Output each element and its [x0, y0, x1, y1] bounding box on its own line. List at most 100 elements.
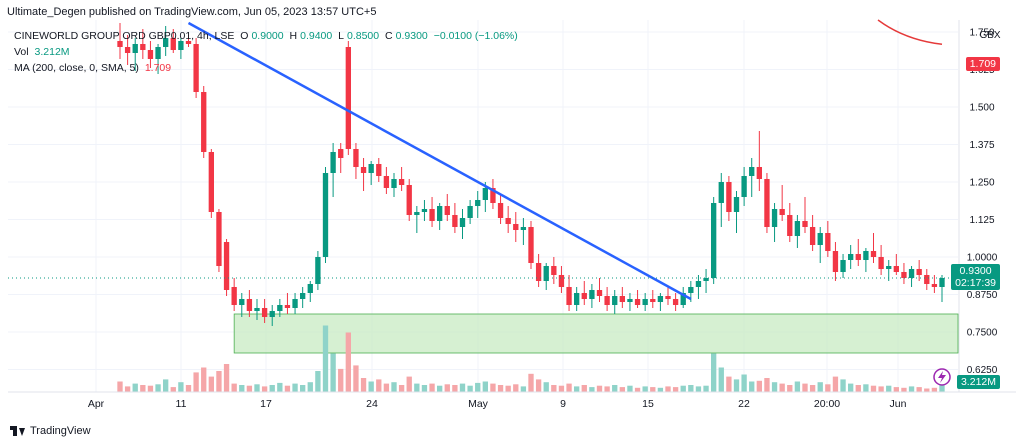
price-tick-label: 1.375 [969, 140, 994, 151]
price-tick-label: 1.500 [969, 103, 994, 114]
candle-body [170, 38, 176, 50]
candle-body [459, 218, 466, 227]
volume-bar [916, 387, 922, 392]
tradingview-footer[interactable]: TradingView [10, 425, 91, 437]
candle-body [741, 176, 747, 197]
candle-body [452, 215, 458, 227]
candle-body [764, 179, 770, 227]
candle-body [155, 47, 161, 59]
volume-bar [482, 381, 488, 392]
volume-bar [809, 385, 816, 392]
publisher-line: Ultimate_Degen published on TradingView.… [7, 6, 377, 18]
volume-bar [284, 385, 291, 392]
candle-body [520, 227, 527, 230]
volume-bars [117, 325, 945, 392]
volume-bar [878, 386, 884, 392]
price-tick-label: 1.125 [969, 215, 994, 226]
time-tick-label: 9 [560, 398, 566, 410]
candle-body [421, 209, 428, 212]
open-label: O [240, 30, 249, 42]
candle-body [787, 215, 793, 236]
volume-bar [558, 385, 565, 392]
candle-body [604, 296, 610, 305]
time-tick-label: 17 [260, 398, 272, 410]
volume-bar [855, 385, 861, 392]
volume-bar [505, 385, 511, 392]
ma-legend: MA (200, close, 0, SMA, 5) 1.709 [14, 62, 174, 74]
volume-bar [695, 386, 702, 392]
candle-body [300, 293, 306, 299]
candle-body [779, 209, 785, 215]
volume-bar [741, 374, 747, 392]
last-price-badge: 0.9300 02:17:39 [951, 264, 1000, 290]
volume-bar [254, 384, 260, 392]
volume-bar [863, 384, 869, 392]
candle-body [657, 296, 664, 302]
time-tick-label: 24 [366, 398, 378, 410]
volume-bar [825, 384, 831, 392]
candle-body [939, 278, 945, 287]
ma-line [877, 19, 943, 46]
candle-body [711, 203, 717, 278]
volume-bar [246, 385, 253, 392]
volume-bar [117, 381, 123, 392]
volume-bar [132, 383, 138, 392]
bar-countdown: 02:17:39 [955, 277, 996, 289]
flash-icon[interactable] [933, 368, 951, 386]
volume-bar [581, 385, 587, 392]
candle-body [376, 164, 382, 176]
volume-bar [345, 332, 351, 392]
time-tick-label: 15 [642, 398, 654, 410]
candle-body [383, 176, 390, 188]
volume-value: 3.212M [34, 46, 70, 58]
volume-bar [421, 385, 428, 392]
candle-body [254, 308, 260, 311]
volume-bar [535, 379, 542, 392]
time-tick-label: May [468, 398, 489, 410]
volume-bar [368, 381, 374, 392]
candle-body [475, 200, 481, 206]
candle-body [642, 299, 648, 305]
candle-body [124, 47, 131, 53]
volume-bar [749, 381, 755, 392]
candle-body [688, 287, 694, 293]
volume-bar [893, 387, 899, 392]
volume-bar [688, 385, 694, 392]
candle-body [231, 287, 237, 305]
volume-bar [201, 367, 207, 392]
volume-bar [513, 384, 519, 392]
candle-body [437, 206, 443, 221]
candle-body [627, 299, 633, 302]
volume-bar [277, 382, 283, 392]
candle-body [261, 308, 268, 317]
volume-bar [475, 382, 481, 392]
candle-body [353, 149, 359, 167]
time-tick-label: 20:00 [814, 398, 840, 410]
candle-body [893, 266, 899, 272]
volume-bar [703, 385, 709, 392]
volume-bar [886, 385, 892, 392]
candle-body [878, 257, 884, 269]
volume-bar [376, 379, 382, 392]
candle-body [163, 38, 169, 47]
time-tick-label: 22 [738, 398, 750, 410]
volume-bar [223, 364, 230, 392]
volume-bar [589, 387, 595, 392]
volume-bar [596, 385, 603, 392]
candle-body [414, 212, 420, 215]
volume-bar [574, 386, 580, 392]
volume-bar [429, 383, 435, 392]
low-label: L [338, 30, 344, 42]
candle-body [558, 275, 565, 287]
volume-bar [566, 383, 572, 392]
candle-body [574, 293, 580, 305]
candle-body [490, 188, 496, 203]
close-label: C [385, 30, 393, 42]
volume-bar [634, 387, 641, 392]
volume-bar [360, 378, 367, 392]
volume-bar [353, 365, 359, 392]
volume-bar [147, 385, 154, 392]
volume-bar [307, 382, 313, 392]
candle-body [794, 221, 801, 236]
